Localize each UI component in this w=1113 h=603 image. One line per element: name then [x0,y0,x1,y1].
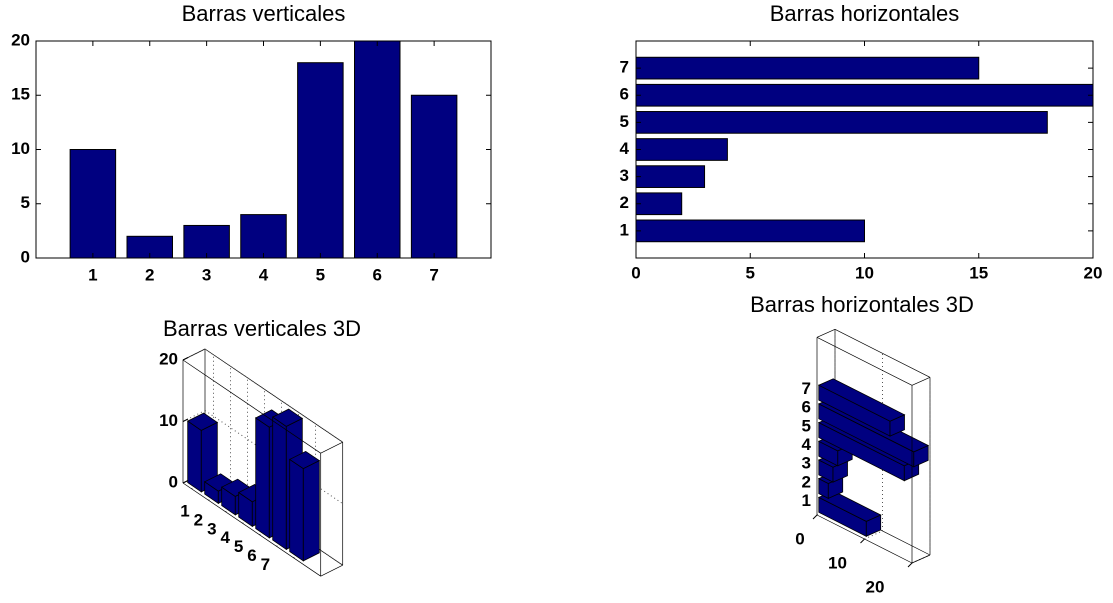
x-tick-label: 0 [795,529,804,548]
y-tick-label: 5 [620,112,629,131]
bar-face [186,412,219,431]
y-tick-label: 1 [620,220,629,239]
y-tick-label: 2 [620,193,629,212]
z-tick-label: 10 [159,411,178,430]
x-tick-label: 1 [180,501,189,520]
bar-face [187,420,202,493]
axes-box [35,40,492,259]
bar [817,378,906,437]
x-tick-label: 20 [1084,263,1103,282]
axes-edge [834,329,931,378]
y-tick-label: 7 [620,58,629,77]
bar [69,149,117,259]
bar-face [302,459,320,562]
x-tick-label: 6 [373,265,382,284]
bar-face [271,408,304,427]
x-tick-label: 2 [145,265,154,284]
x-tick-label: 7 [429,265,438,284]
bar [354,40,401,259]
bar [186,412,219,493]
chart-title: Barras verticales 3D [163,316,361,341]
bar [635,111,1048,134]
y-tick-label: 5 [21,193,30,212]
y-tick-label: 6 [620,85,629,104]
x-tick-label: 5 [746,263,755,282]
axes-edge [182,359,321,454]
y-tick-label: 6 [802,398,811,417]
bar [635,138,728,161]
x-tick-label: 1 [88,265,97,284]
y-tick-label: 1 [802,491,811,510]
bar-face [817,378,906,422]
y-tick-label: 5 [802,416,811,435]
y-tick-label: 2 [802,472,811,491]
axes-edge [911,377,931,386]
x-tick-label: 3 [202,265,211,284]
y-tick-label: 7 [802,379,811,398]
x-tick-label: 4 [259,265,269,284]
x-tick-label: 10 [828,553,847,572]
bar [635,56,980,80]
x-tick-label: 5 [234,537,243,556]
axes-edge [182,482,321,577]
z-tick-label: 20 [159,349,178,368]
x-tick-label: 20 [866,577,885,596]
x-tick-label: 15 [969,263,988,282]
bar [410,94,458,259]
x-tick [860,538,865,544]
x-tick-label: 4 [220,528,230,547]
y-tick-label: 4 [802,435,812,454]
bar [240,214,287,259]
y-tick-label: 3 [802,454,811,473]
bar-face [272,416,287,551]
axes-edge [911,554,931,564]
y-tick-label: 0 [21,247,30,266]
bar [297,62,344,259]
x-tick-label: 7 [261,555,270,574]
chart-title: Barras horizontales 3D [750,292,974,317]
axes-edge [320,441,343,454]
y-tick-label: 15 [11,85,30,104]
bar-face [255,417,270,539]
chart-title: Barras horizontales [770,1,960,26]
axes-edge [320,564,343,577]
z-tick-label: 0 [169,472,178,491]
z-tick [182,418,189,422]
x-tick-label: 0 [631,263,640,282]
bar [183,224,230,259]
bar [288,450,321,562]
axes-box [635,40,1094,259]
x-tick-label: 2 [194,510,203,529]
x-tick-label: 3 [207,519,216,538]
y-tick-label: 10 [11,139,30,158]
bar [635,165,706,188]
axes-edge [204,348,343,443]
x-tick-label: 6 [247,546,256,565]
x-tick-label: 5 [316,265,325,284]
x-tick [812,514,818,520]
grid-segment [864,530,883,540]
y-tick-label: 3 [620,166,629,185]
bar [635,219,865,243]
y-tick-label: 20 [11,30,30,49]
bar [635,192,683,216]
bar-face [289,458,304,562]
bar [817,490,882,537]
x-tick [907,562,913,568]
bar [635,83,1094,107]
bar-face [288,450,321,470]
z-tick [182,357,189,361]
chart-title: Barras verticales [182,1,346,26]
axes-edge [816,337,913,386]
z-tick [182,480,189,484]
axes-edge [816,329,836,338]
x-tick-label: 10 [855,263,874,282]
y-tick-label: 4 [620,139,630,158]
